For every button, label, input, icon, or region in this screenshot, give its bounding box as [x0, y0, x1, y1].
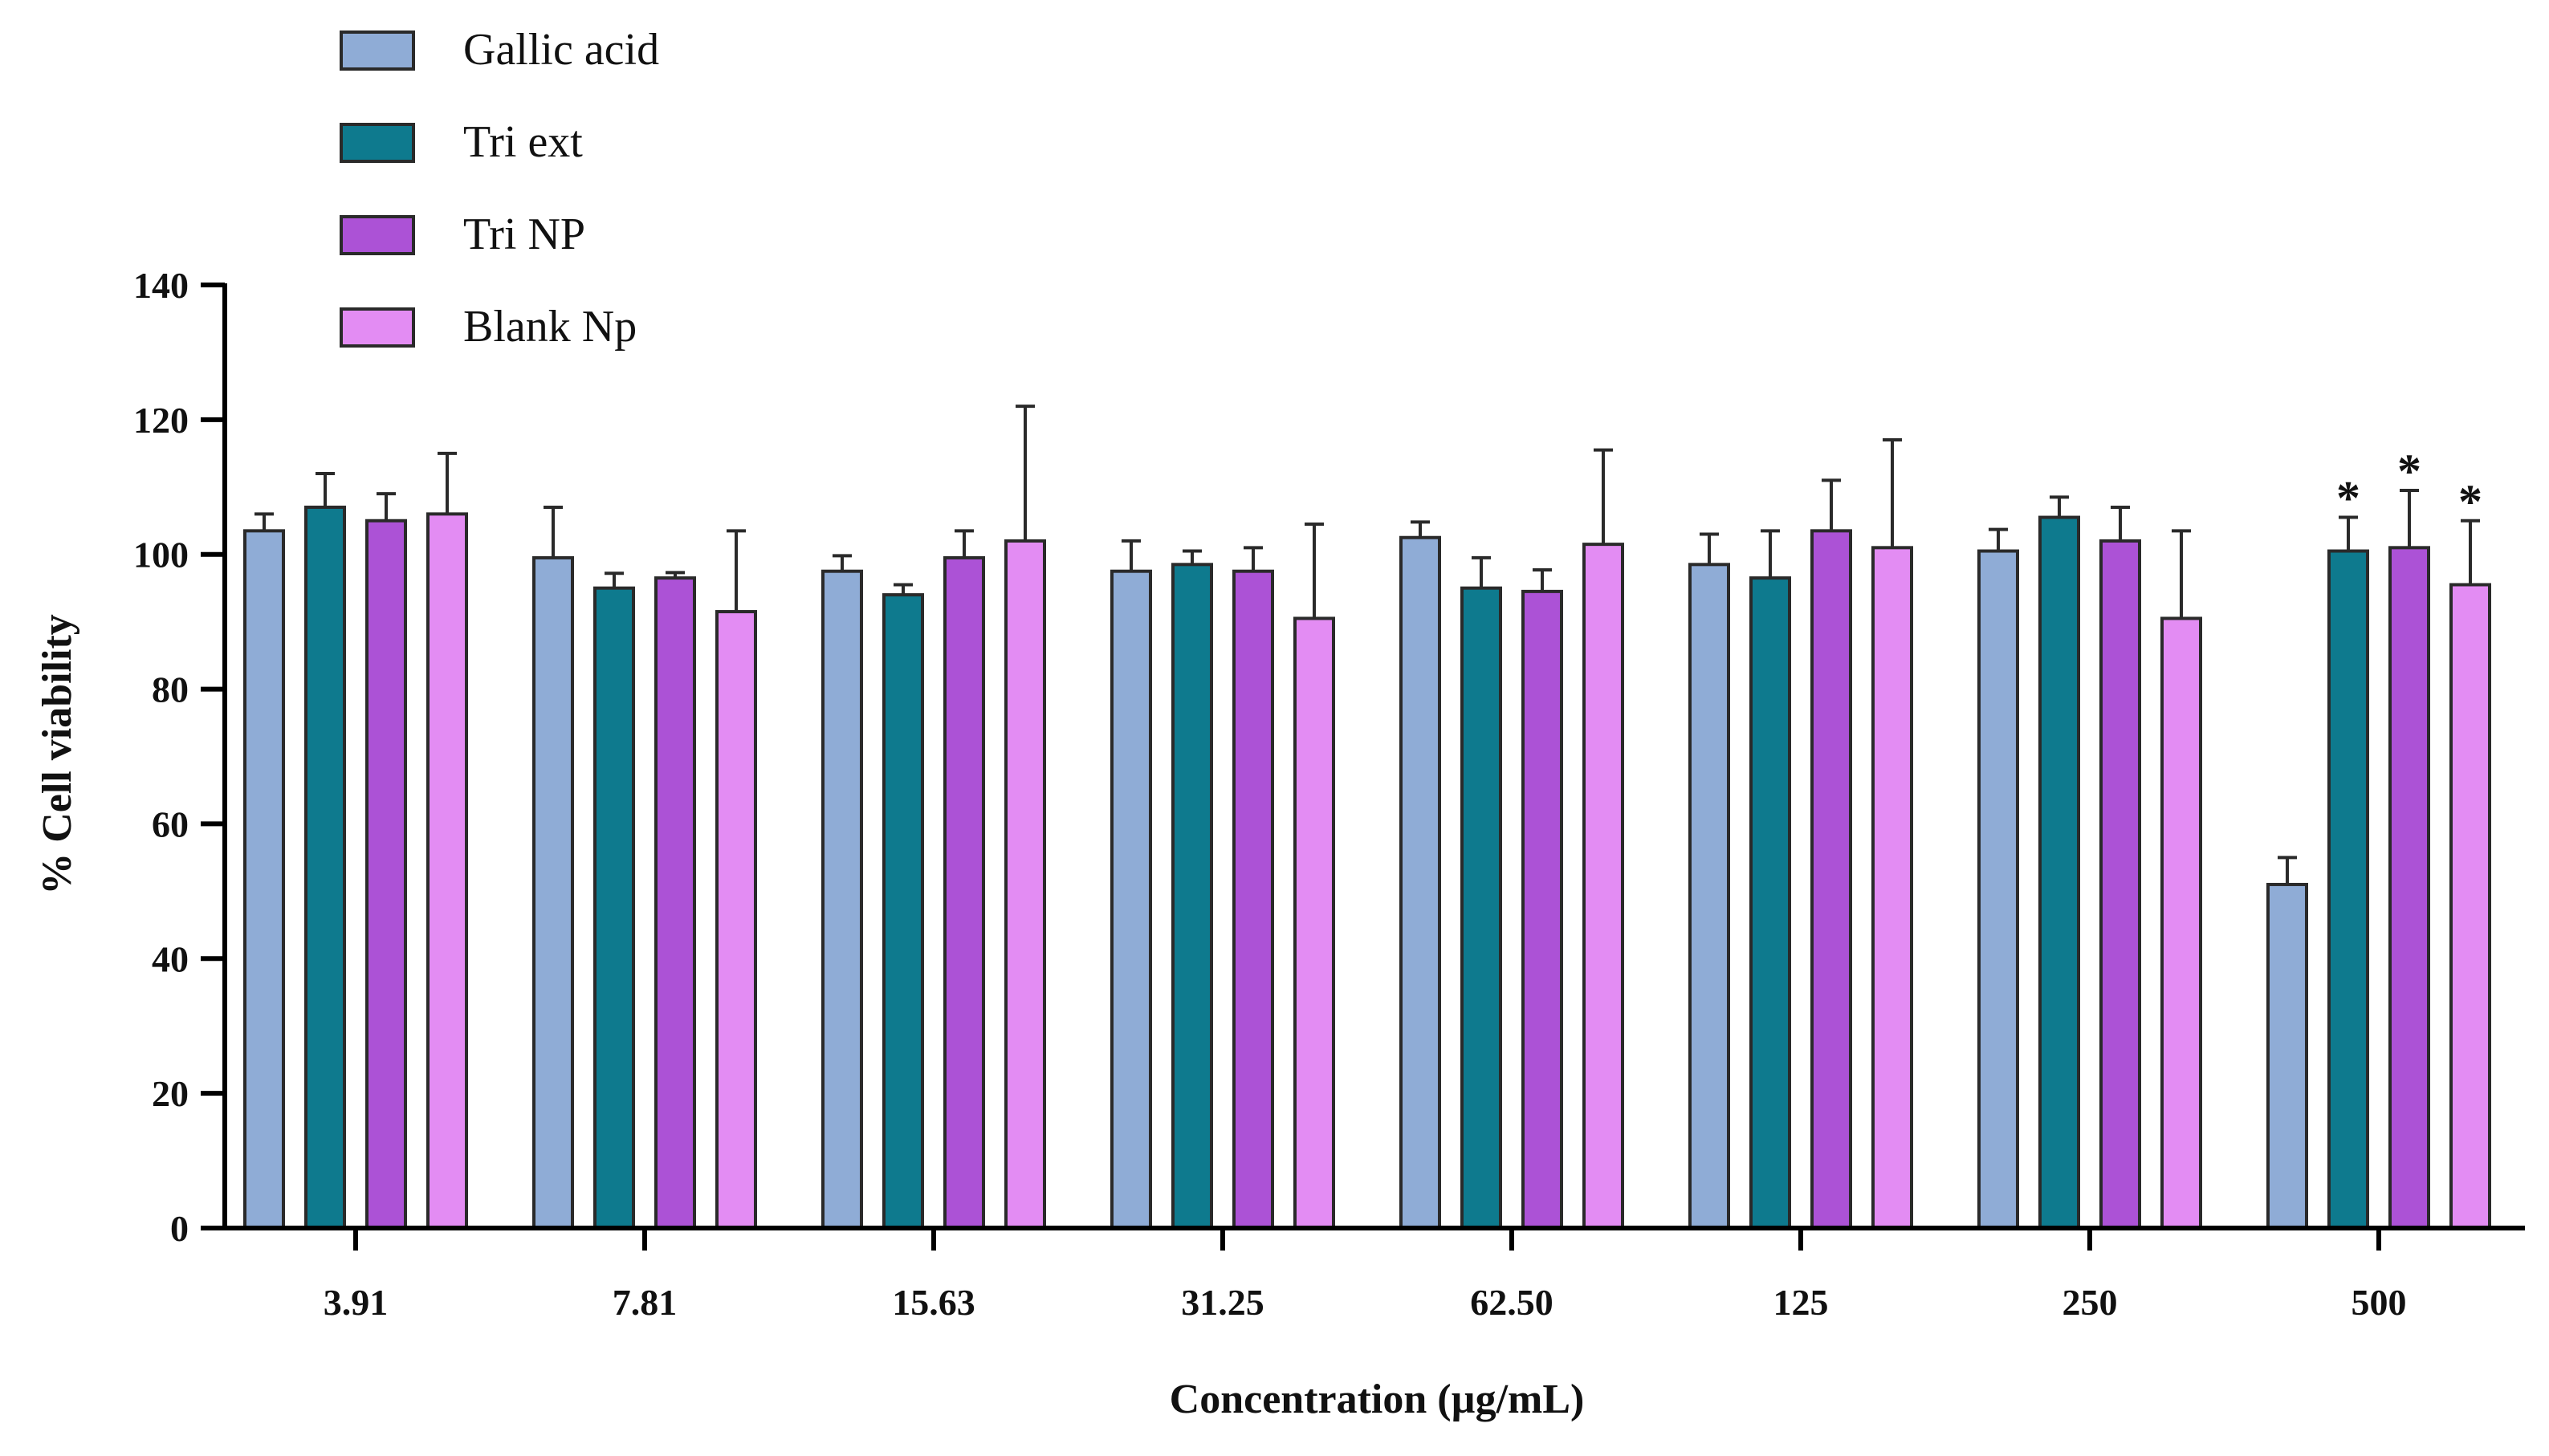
bar — [1582, 543, 1624, 1230]
bar — [426, 512, 468, 1230]
y-tick-label: 40 — [152, 938, 189, 979]
bar — [2388, 546, 2430, 1230]
y-tick-label: 60 — [152, 803, 189, 844]
x-tick-label: 62.50 — [1470, 1282, 1553, 1323]
legend-label: Blank Np — [463, 302, 637, 352]
bar — [821, 569, 863, 1230]
x-tick-label: 15.63 — [892, 1282, 975, 1323]
bar — [2038, 515, 2080, 1230]
bar — [882, 593, 924, 1230]
bar — [2160, 616, 2202, 1230]
significance-star: * — [2397, 445, 2421, 498]
legend-swatch — [340, 215, 415, 255]
x-tick-label: 3.91 — [324, 1282, 389, 1323]
bar — [1521, 589, 1563, 1230]
legend-swatch — [340, 123, 415, 163]
bar — [243, 529, 285, 1230]
bar — [1171, 563, 1213, 1230]
bar — [715, 610, 757, 1230]
x-axis: 3.91 7.81 15.63 31.25 62.50 125 250 500 — [222, 1226, 2525, 1323]
y-tick-label: 140 — [133, 265, 189, 306]
legend-label: Tri NP — [463, 209, 585, 259]
y-axis-title: % Cell viability — [35, 614, 80, 895]
bar — [1232, 569, 1274, 1230]
bar — [654, 576, 696, 1230]
bar — [2449, 583, 2491, 1230]
bar — [2099, 539, 2141, 1230]
legend: Gallic acid Tri ext Tri NP Blank Np — [340, 25, 659, 352]
significance-marks: * * * — [2336, 445, 2482, 528]
x-tick-label: 7.81 — [613, 1282, 678, 1323]
bar — [304, 505, 346, 1230]
bar — [532, 555, 574, 1230]
bar — [1977, 549, 2019, 1230]
bar — [943, 555, 985, 1230]
bar — [1399, 535, 1441, 1230]
bar — [1749, 576, 1791, 1230]
y-tick-label: 100 — [133, 535, 189, 575]
y-tick-label: 80 — [152, 669, 189, 710]
error-bars — [254, 405, 2480, 885]
bar — [1460, 586, 1502, 1230]
bar — [1688, 563, 1730, 1230]
x-tick-label: 125 — [1773, 1282, 1829, 1323]
x-tick-label: 250 — [2062, 1282, 2118, 1323]
legend-label: Tri ext — [463, 117, 583, 167]
legend-swatch — [340, 307, 415, 348]
bars — [243, 505, 2491, 1230]
y-tick-label: 20 — [152, 1073, 189, 1114]
bar — [593, 586, 635, 1230]
bar — [1810, 529, 1852, 1230]
legend-label: Gallic acid — [463, 25, 659, 75]
bar — [2266, 882, 2308, 1230]
bar — [2327, 549, 2369, 1230]
x-axis-title: Concentration (µg/mL) — [1170, 1377, 1585, 1422]
significance-star: * — [2336, 472, 2360, 525]
x-tick-label: 31.25 — [1181, 1282, 1264, 1323]
significance-star: * — [2458, 475, 2482, 528]
y-axis: 0 20 40 60 80 100 120 140 — [133, 265, 227, 1249]
bar — [1293, 616, 1335, 1230]
legend-swatch — [340, 31, 415, 71]
bar — [1004, 539, 1046, 1230]
bar — [1871, 546, 1913, 1230]
bar — [1110, 569, 1152, 1230]
bar — [365, 519, 407, 1230]
y-tick-label: 120 — [133, 400, 189, 441]
x-tick-label: 500 — [2352, 1282, 2407, 1323]
y-tick-label: 0 — [170, 1208, 189, 1249]
